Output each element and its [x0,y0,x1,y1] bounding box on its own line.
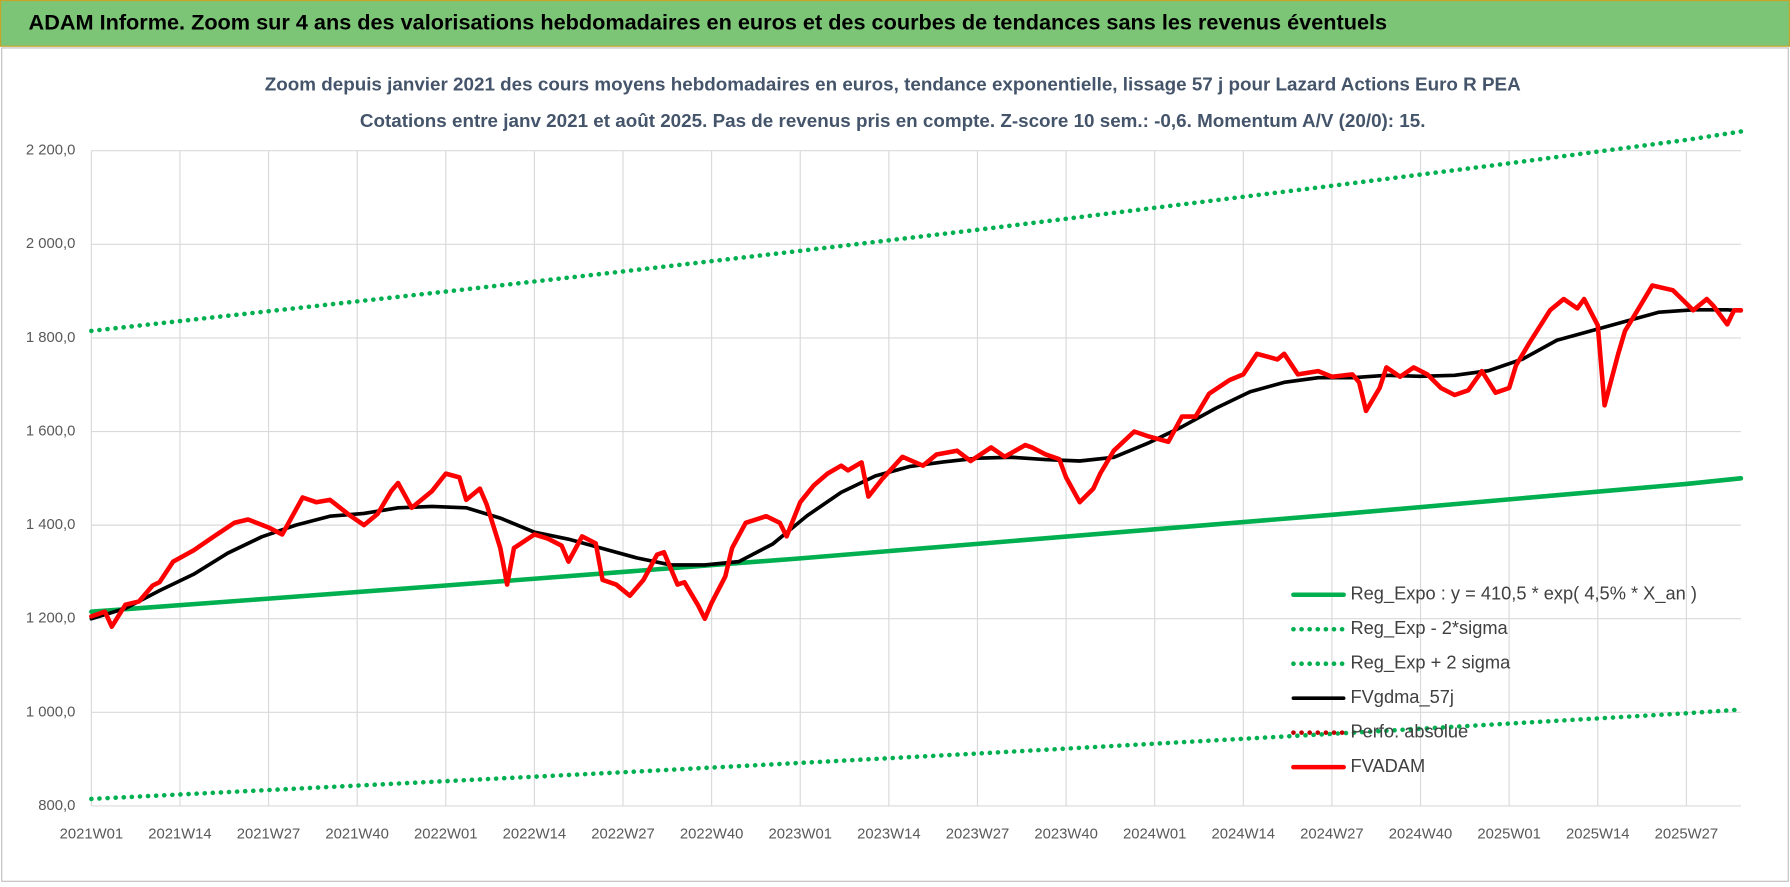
y-tick-label: 2 200,0 [26,143,75,159]
y-tick-label: 2 000,0 [26,236,75,252]
y-tick-label: 1 200,0 [26,611,75,627]
y-tick-label: 800,0 [38,798,75,814]
grid: 800,0 1 000,0 1 200,0 1 400,0 1 600,0 1 800,0… [26,143,1741,842]
x-tick-label: 2025W01 [1477,826,1540,842]
legend-label: FVADAM [1350,755,1425,776]
chart-frame [1,47,1789,882]
legend-label: Reg_Expo : y = 410,5 * exp( 4,5% * X_an … [1350,583,1696,605]
series-line [89,476,1744,614]
legend-label: Reg_Exp + 2 sigma [1350,652,1511,674]
y-tick-label: 1 600,0 [26,423,75,439]
x-tick-label: 2021W27 [237,826,300,842]
x-tick-label: 2025W27 [1655,826,1718,842]
x-tick-label: 2024W14 [1212,826,1275,842]
x-tick-label: 2021W01 [60,826,123,842]
x-tick-label: 2022W01 [414,826,477,842]
chart-subtitle: Cotations entre janv 2021 et août 2025. … [360,110,1426,131]
x-tick-label: 2023W01 [768,826,831,842]
legend-label: Perfo. absolue [1350,720,1468,741]
y-tick-label: 1 000,0 [26,704,75,720]
y-tick-label: 1 400,0 [26,517,75,533]
legend: Reg_Expo : y = 410,5 * exp( 4,5% * X_an … [1291,583,1697,776]
x-tick-label: 2024W01 [1123,826,1186,842]
x-tick-label: 2023W14 [857,826,920,842]
x-tick-label: 2022W14 [503,826,566,842]
x-tick-label: 2024W40 [1389,826,1452,842]
x-tick-label: 2021W40 [325,826,388,842]
series-line [89,129,1744,334]
legend-label: Reg_Exp - 2*sigma [1350,617,1508,639]
x-tick-label: 2022W40 [680,826,743,842]
x-tick-label: 2023W40 [1034,826,1097,842]
x-tick-label: 2021W14 [148,826,211,842]
x-tick-label: 2023W27 [946,826,1009,842]
y-tick-label: 1 800,0 [26,330,75,346]
header-band [0,0,1790,47]
legend-label: FVgdma_57j [1350,686,1453,708]
x-tick-label: 2022W27 [591,826,654,842]
header-title: ADAM Informe. Zoom sur 4 ans des valoris… [29,10,1388,35]
x-tick-label: 2024W27 [1300,826,1363,842]
plot-area [89,129,1744,802]
x-tick-label: 2025W14 [1566,826,1629,842]
series-line [89,283,1744,629]
chart-title: Zoom depuis janvier 2021 des cours moyen… [265,74,1521,95]
